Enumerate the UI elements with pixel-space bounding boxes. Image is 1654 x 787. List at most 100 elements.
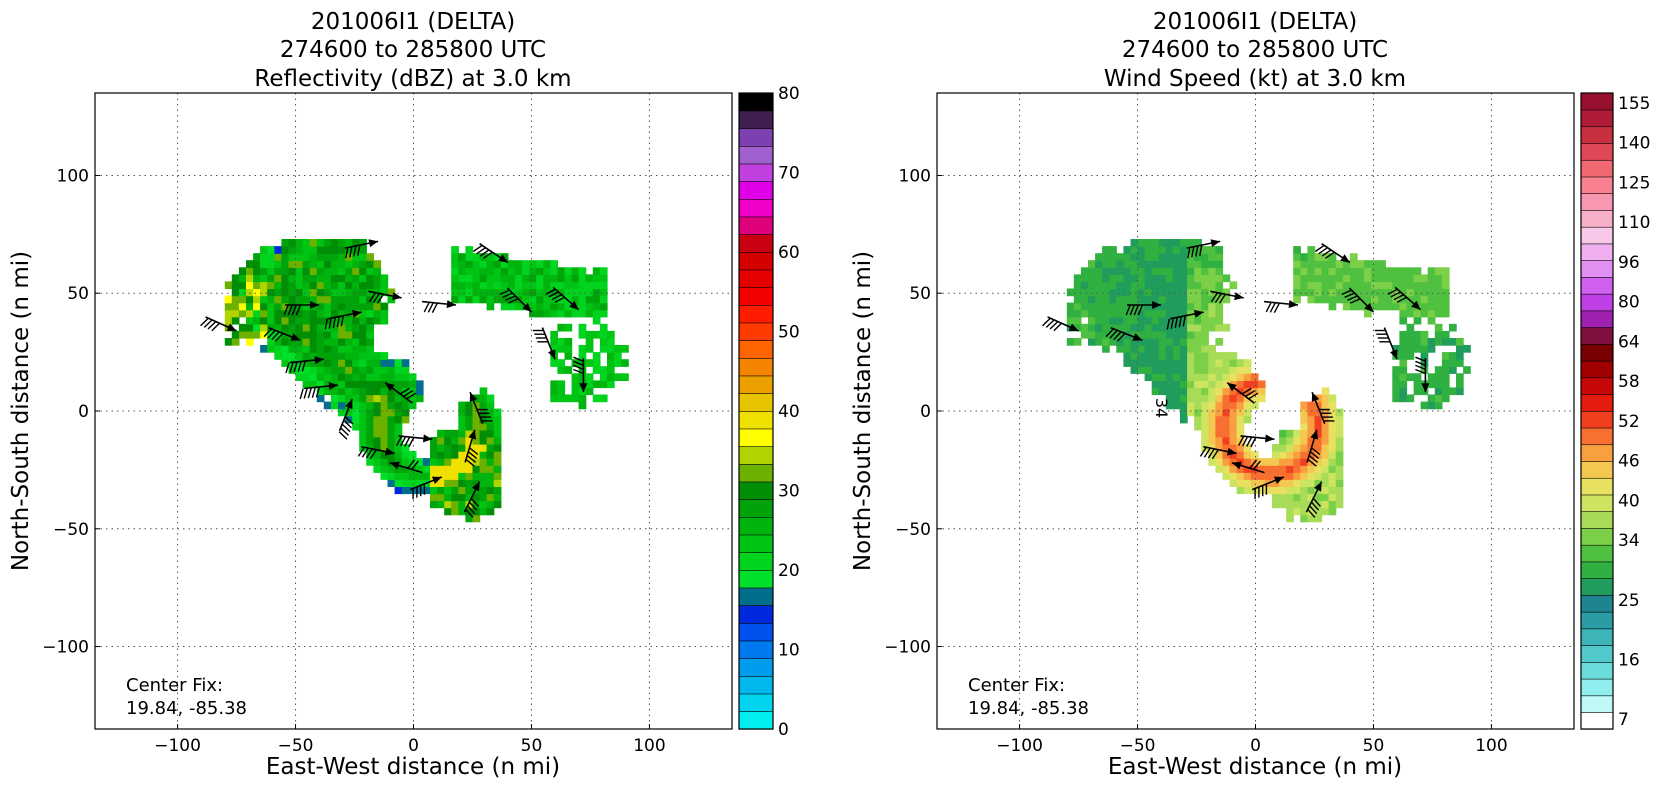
field-cell <box>1314 436 1323 445</box>
field-cell <box>1335 415 1344 424</box>
field-cell <box>1215 267 1224 275</box>
colorbar-segment <box>1580 176 1614 195</box>
colorbar-frame <box>1580 92 1614 730</box>
field-cell <box>536 281 544 290</box>
field-cell <box>1420 366 1429 374</box>
field-cell <box>430 486 438 495</box>
field-cell <box>415 479 424 487</box>
field-cell <box>373 260 382 268</box>
field-cell <box>1102 253 1110 261</box>
field-cell <box>1208 246 1216 254</box>
field-cell <box>472 274 481 283</box>
field-cell <box>295 239 304 247</box>
field-cell <box>274 316 282 325</box>
field-cell <box>352 387 360 396</box>
field-cell <box>323 359 332 367</box>
field-cell <box>323 338 332 346</box>
field-cell <box>1080 330 1089 339</box>
field-cell <box>1293 246 1301 254</box>
colorbar-tick-label: 64 <box>1618 332 1640 352</box>
wind-barb <box>395 434 433 448</box>
field-cell <box>338 260 346 268</box>
field-cell <box>578 394 587 403</box>
field-cell <box>345 330 353 339</box>
colorbar-segment <box>738 269 774 288</box>
field-cell <box>401 380 410 389</box>
field-cell <box>472 295 481 304</box>
field-cell <box>465 507 474 516</box>
colorbar-tick-label: 155 <box>1618 94 1650 114</box>
field-cell <box>493 451 502 459</box>
y-tick-label: −50 <box>53 520 89 540</box>
field-cell <box>1180 246 1188 254</box>
field-cell <box>564 345 573 353</box>
field-cell <box>472 514 481 523</box>
field-cell <box>1328 507 1337 516</box>
field-cell <box>1279 436 1287 445</box>
field-cell <box>1264 486 1273 495</box>
field-cell <box>316 345 325 353</box>
field-cell <box>1208 366 1216 374</box>
field-cell <box>557 267 566 275</box>
field-cell <box>1321 281 1330 290</box>
field-cell <box>1413 380 1422 389</box>
field-cell <box>401 465 410 473</box>
field-cell <box>1151 366 1160 374</box>
field-cell <box>302 267 311 275</box>
field-cell <box>451 246 459 254</box>
field-cell <box>1172 323 1181 332</box>
field-cell <box>1286 486 1294 495</box>
field-cell <box>486 415 495 424</box>
field-cell <box>493 281 502 290</box>
field-cell <box>458 500 466 509</box>
field-cell <box>387 451 396 459</box>
field-cell <box>338 323 346 332</box>
field-cell <box>472 458 481 466</box>
field-cell <box>1201 302 1209 311</box>
field-cell <box>1187 260 1195 268</box>
field-cell <box>1356 281 1365 290</box>
field-cell <box>373 408 382 417</box>
field-cell <box>387 295 396 304</box>
field-cell <box>1229 366 1238 374</box>
field-cell <box>1109 338 1117 346</box>
field-cell <box>1328 415 1337 424</box>
field-cell <box>1307 465 1316 473</box>
field-cell <box>330 302 339 311</box>
field-cell <box>1286 493 1294 502</box>
field-cell <box>472 472 481 480</box>
field-cell <box>1201 323 1209 332</box>
title-line-2: 274600 to 285800 UTC <box>280 37 546 63</box>
field-cell <box>451 451 459 459</box>
field-cell <box>401 451 410 459</box>
field-cell <box>1427 338 1436 346</box>
field-cell <box>338 345 346 353</box>
field-cell <box>1123 246 1132 254</box>
field-cell <box>1321 500 1330 509</box>
field-cell <box>465 486 474 495</box>
field-cell <box>1165 338 1174 346</box>
field-cell <box>309 267 318 275</box>
field-cell <box>1413 345 1422 353</box>
field-cell <box>401 415 410 424</box>
field-cell <box>380 359 389 367</box>
field-cell <box>408 394 417 403</box>
x-tick-label: −50 <box>1120 736 1156 756</box>
field-cell <box>607 352 615 360</box>
field-cell <box>1236 408 1245 417</box>
field-cell <box>564 267 573 275</box>
field-cell <box>1158 295 1167 304</box>
field-cell <box>345 323 353 332</box>
field-cell <box>1073 309 1082 318</box>
field-cell <box>1144 352 1153 360</box>
field-cell <box>1102 267 1110 275</box>
field-cell <box>479 436 488 445</box>
field-cell <box>1180 359 1188 367</box>
colorbar-segment <box>738 446 774 465</box>
field-cell <box>1314 422 1323 431</box>
field-cell <box>1456 380 1464 389</box>
field-cell <box>338 394 346 403</box>
field-cell <box>1236 472 1245 480</box>
field-cell <box>486 507 495 516</box>
x-axis-label: East-West distance (n mi) <box>266 754 560 780</box>
